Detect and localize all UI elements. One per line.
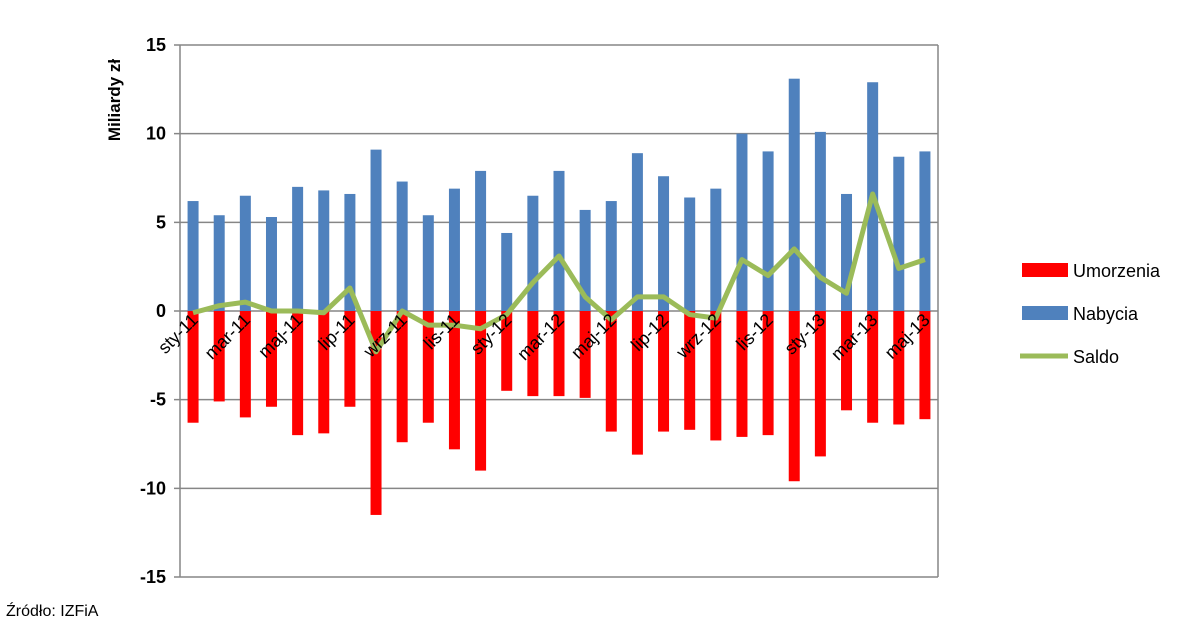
bar	[867, 311, 879, 423]
bar	[658, 311, 670, 432]
bar	[893, 156, 905, 311]
source-note: Źródło: IZFiA	[6, 601, 99, 620]
bar	[684, 197, 696, 311]
bar	[919, 311, 931, 420]
bar	[187, 201, 199, 311]
bar	[814, 311, 826, 457]
legend-swatch	[1022, 306, 1068, 320]
y-tick-label: 0	[156, 301, 166, 321]
bar	[213, 311, 225, 402]
bar	[501, 232, 513, 311]
y-axis-title: Miliardy zł	[105, 59, 124, 141]
bar	[788, 311, 800, 482]
bar	[318, 190, 330, 311]
line	[192, 191, 926, 355]
bar	[841, 311, 853, 411]
bar	[736, 133, 748, 311]
bar	[553, 311, 565, 397]
bar	[501, 311, 513, 391]
bar	[370, 149, 382, 311]
bar	[239, 311, 251, 418]
y-tick-label: -10	[140, 478, 166, 498]
bar	[684, 311, 696, 430]
bar	[396, 181, 408, 311]
bar	[239, 195, 251, 311]
bar	[605, 201, 617, 311]
legend-label: Umorzenia	[1073, 261, 1161, 281]
bar	[579, 311, 591, 398]
legend-label: Saldo	[1073, 347, 1119, 367]
bar	[265, 311, 277, 407]
bar	[448, 311, 460, 450]
bar	[396, 311, 408, 443]
bar	[605, 311, 617, 432]
bar	[448, 188, 460, 311]
y-tick-label: 5	[156, 212, 166, 232]
bar	[631, 311, 643, 455]
y-tick-label: -15	[140, 567, 166, 587]
bar	[841, 193, 853, 311]
bar	[814, 131, 826, 311]
y-tick-label: 10	[146, 124, 166, 144]
bar	[658, 176, 670, 311]
bar	[631, 153, 643, 311]
bar	[422, 215, 434, 311]
bar	[187, 311, 199, 423]
bar	[736, 311, 748, 437]
bar	[318, 311, 330, 434]
bar	[762, 151, 774, 311]
bar	[475, 170, 487, 311]
bar	[710, 311, 722, 441]
bar	[710, 188, 722, 311]
bar	[344, 311, 356, 407]
y-tick-label: 15	[146, 35, 166, 55]
bar	[762, 311, 774, 436]
bar	[292, 186, 304, 311]
bar	[893, 311, 905, 425]
bar	[919, 151, 931, 311]
bar	[265, 217, 277, 311]
bar	[527, 195, 539, 311]
bar	[422, 311, 434, 423]
bar	[579, 209, 591, 311]
bar	[370, 311, 382, 515]
bar	[788, 78, 800, 312]
bar	[344, 193, 356, 311]
bar	[213, 215, 225, 311]
y-tick-label: -5	[150, 390, 166, 410]
bar	[475, 311, 487, 471]
bar	[553, 170, 565, 311]
bar	[292, 311, 304, 436]
legend-label: Nabycia	[1073, 304, 1139, 324]
bar	[527, 311, 539, 397]
legend-swatch	[1022, 263, 1068, 277]
